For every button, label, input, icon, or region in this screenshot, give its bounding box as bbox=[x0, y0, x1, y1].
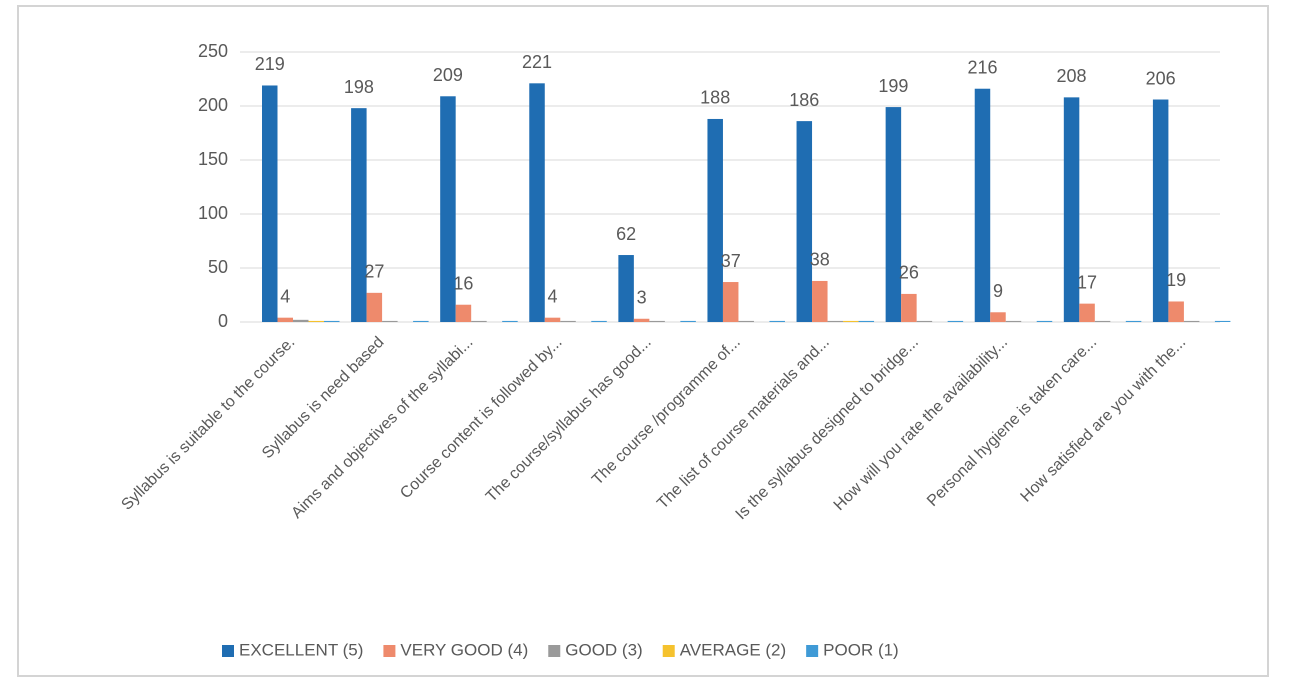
legend-label: VERY GOOD (4) bbox=[400, 640, 528, 659]
bar bbox=[560, 320, 576, 322]
bar bbox=[990, 312, 1006, 322]
data-label: 188 bbox=[700, 88, 730, 108]
bar bbox=[308, 320, 324, 322]
bar bbox=[649, 320, 665, 322]
bar bbox=[769, 320, 785, 322]
bar bbox=[455, 304, 472, 322]
bar bbox=[843, 320, 859, 322]
bar bbox=[502, 320, 518, 322]
bar bbox=[827, 320, 844, 322]
legend-swatch bbox=[383, 645, 396, 657]
y-tick-label: 150 bbox=[198, 149, 228, 169]
legend-label: POOR (1) bbox=[823, 640, 899, 659]
y-tick-label: 250 bbox=[198, 41, 228, 61]
data-label: 17 bbox=[1077, 272, 1097, 292]
data-label: 26 bbox=[899, 263, 919, 283]
bar bbox=[796, 121, 813, 323]
data-label: 198 bbox=[344, 77, 374, 97]
bar bbox=[529, 83, 545, 322]
bar bbox=[1079, 303, 1095, 322]
bar bbox=[277, 317, 293, 322]
bar bbox=[1152, 99, 1169, 323]
bar bbox=[722, 282, 739, 322]
bar bbox=[1168, 301, 1184, 322]
data-label: 209 bbox=[433, 65, 463, 85]
bar bbox=[382, 320, 398, 322]
bar bbox=[707, 118, 723, 323]
bar bbox=[618, 255, 634, 322]
bar bbox=[591, 320, 607, 322]
data-label: 9 bbox=[993, 281, 1003, 301]
legend-swatch bbox=[222, 645, 234, 657]
bar bbox=[544, 317, 561, 322]
data-label: 3 bbox=[637, 288, 647, 308]
data-label: 62 bbox=[616, 224, 636, 244]
data-label: 208 bbox=[1057, 66, 1087, 86]
bar bbox=[812, 280, 828, 322]
data-label: 37 bbox=[721, 251, 741, 271]
data-label: 206 bbox=[1146, 68, 1176, 88]
bar bbox=[262, 85, 278, 322]
legend-swatch bbox=[548, 645, 561, 657]
data-label: 216 bbox=[967, 57, 997, 77]
data-label: 186 bbox=[789, 90, 819, 110]
bar bbox=[293, 319, 309, 322]
data-label: 19 bbox=[1166, 270, 1186, 290]
data-label: 4 bbox=[280, 286, 290, 306]
chart-frame bbox=[17, 5, 1269, 677]
data-label: 4 bbox=[548, 286, 558, 306]
data-label: 221 bbox=[522, 52, 552, 72]
bar bbox=[885, 107, 902, 322]
bar bbox=[901, 293, 917, 322]
data-label: 16 bbox=[453, 273, 473, 293]
legend-label: AVERAGE (2) bbox=[680, 640, 786, 659]
bar bbox=[324, 320, 340, 322]
bar bbox=[1063, 97, 1080, 322]
legend-swatch bbox=[806, 645, 819, 657]
data-label: 38 bbox=[810, 250, 830, 270]
bar bbox=[1036, 320, 1053, 322]
bar bbox=[1005, 320, 1022, 322]
bar bbox=[633, 318, 650, 322]
bar bbox=[366, 292, 383, 322]
bar bbox=[1094, 320, 1111, 322]
y-tick-label: 50 bbox=[208, 257, 228, 277]
data-label: 27 bbox=[364, 262, 384, 282]
y-tick-label: 100 bbox=[198, 203, 228, 223]
y-tick-label: 200 bbox=[198, 95, 228, 115]
bar bbox=[471, 320, 487, 322]
bar bbox=[974, 88, 991, 322]
bar bbox=[680, 320, 696, 322]
bar bbox=[1183, 320, 1200, 322]
legend-label: GOOD (3) bbox=[565, 640, 642, 659]
bar bbox=[413, 320, 429, 322]
bar bbox=[858, 320, 875, 322]
bar bbox=[1125, 320, 1142, 322]
data-label: 199 bbox=[878, 76, 908, 96]
legend-swatch bbox=[662, 645, 675, 657]
bar bbox=[440, 96, 456, 322]
bar bbox=[1214, 320, 1231, 322]
bar bbox=[738, 320, 754, 322]
y-tick-label: 0 bbox=[218, 311, 228, 331]
bar bbox=[916, 320, 933, 322]
bar bbox=[351, 108, 367, 322]
data-label: 219 bbox=[255, 54, 285, 74]
legend-label: EXCELLENT (5) bbox=[239, 640, 363, 659]
bar bbox=[947, 320, 964, 322]
